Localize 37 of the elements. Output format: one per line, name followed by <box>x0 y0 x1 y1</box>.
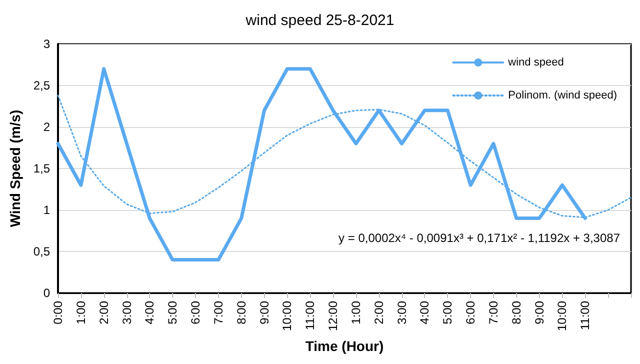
chart-title: wind speed 25-8-2021 <box>244 12 394 29</box>
x-tick-label: 7:00 <box>211 300 226 324</box>
y-tick-label: 2 <box>43 120 50 134</box>
x-tick-label: 7:00 <box>486 300 500 324</box>
legend-label: Polinom. (wind speed) <box>508 90 618 102</box>
y-tick-label: 3 <box>43 37 50 51</box>
y-axis-title: Wind Speed (m/s) <box>7 110 23 228</box>
x-tick-label: 8:00 <box>509 300 524 324</box>
x-tick-label: 5:00 <box>440 300 455 324</box>
x-tick-label: 12:00 <box>326 300 340 332</box>
x-tick-label: 10:00 <box>280 300 294 332</box>
annotation: y = 0,0002x⁴ - 0,0091x³ + 0,171x² - 1,1192x + 3,3087 <box>338 231 620 245</box>
x-tick-label: 1:00 <box>348 300 363 324</box>
x-tick-label: 6:00 <box>464 300 478 324</box>
x-tick-label: 0:00 <box>51 300 65 324</box>
x-tick-label: 4:00 <box>142 300 157 324</box>
x-tick-label: 11:00 <box>303 300 318 330</box>
x-tick-label: 9:00 <box>532 300 546 324</box>
x-tick-label: 4:00 <box>418 300 432 324</box>
y-tick-label: 1 <box>43 203 50 217</box>
legend-label: wind speed <box>507 56 564 68</box>
y-tick-label: 2,5 <box>33 78 50 92</box>
x-tick-label: 6:00 <box>188 300 203 324</box>
y-tick-label: 0 <box>43 286 50 300</box>
x-tick-label: 11:00 <box>578 300 592 330</box>
x-tick-label: 10:00 <box>555 300 570 332</box>
x-tick-label: 8:00 <box>234 300 248 324</box>
y-tick-label: 1,5 <box>33 162 50 176</box>
x-tick-label: 5:00 <box>166 300 180 324</box>
x-axis-title: Time (Hour) <box>305 338 384 354</box>
x-tick-label: 9:00 <box>257 300 272 324</box>
x-tick-label: 2:00 <box>372 300 386 324</box>
x-tick-label: 2:00 <box>96 300 111 324</box>
x-tick-label: 3:00 <box>120 300 134 324</box>
x-tick-label: 3:00 <box>394 300 409 324</box>
y-tick-label: 0,5 <box>33 244 50 258</box>
x-tick-label: 1:00 <box>74 300 88 324</box>
